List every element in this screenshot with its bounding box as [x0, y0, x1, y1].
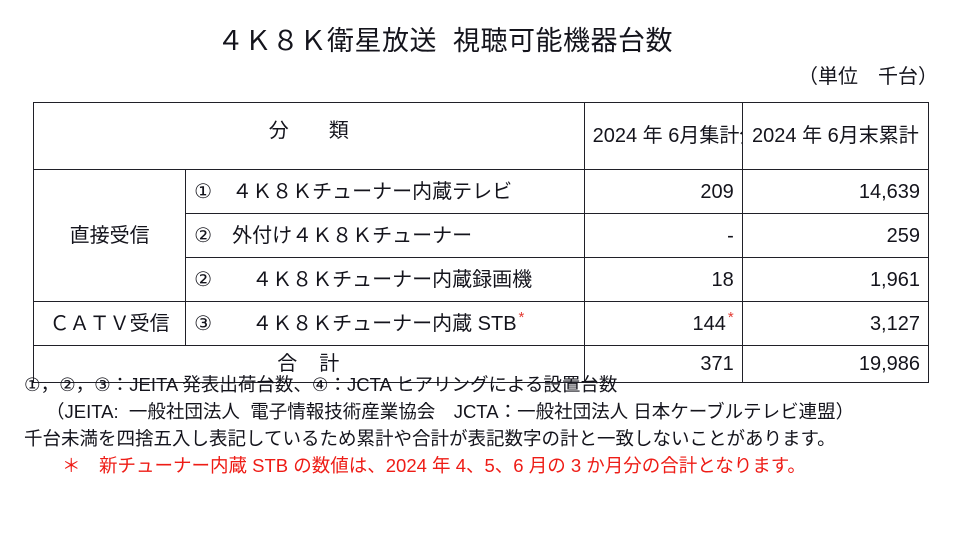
- table-header-row: 分 類 2024 年 6月集計分 2024 年 6月末累計: [33, 102, 930, 170]
- asterisk-marker-month-stb: *: [727, 308, 734, 326]
- item-label-builtin-stb-text: ③ ４Ｋ８Ｋチューナー内蔵 STB: [194, 312, 517, 335]
- unit-note: （単位 千台）: [798, 66, 938, 88]
- item-label-builtin-recorder: ② ４Ｋ８Ｋチューナー内蔵録画機: [185, 257, 585, 302]
- item-label-external-tuner: ② 外付け４Ｋ８Ｋチューナー: [185, 213, 585, 258]
- footnotes: ①，②，③：JEITA 発表出荷台数、④：JCTA ヒアリングによる設置台数 （…: [24, 371, 954, 479]
- group-label-direct-reception: 直接受信: [32, 169, 187, 302]
- footnote-rounding: 千台未満を四捨五入し表記しているため累計や合計が表記数字の計と一致しないことがあ…: [24, 428, 836, 449]
- asterisk-marker-stb: *: [518, 308, 525, 326]
- item-label-builtin-tv: ① ４Ｋ８Ｋチューナー内蔵テレビ: [185, 169, 585, 214]
- value-month-builtin-stb: 144 *: [583, 301, 743, 346]
- table-row: ＣＡＴＶ受信 ③ ４Ｋ８Ｋチューナー内蔵 STB * 144 * 3,127: [32, 301, 930, 346]
- value-cumulative-external-tuner: 259: [741, 213, 930, 258]
- device-count-table: 分 類 2024 年 6月集計分 2024 年 6月末累計 直接受信 ① ４Ｋ８…: [32, 102, 930, 383]
- table-row: ② 外付け４Ｋ８Ｋチューナー - 259: [34, 213, 930, 258]
- value-cumulative-builtin-tv: 14,639: [741, 169, 930, 214]
- footnote-stb-asterisk: ＊ 新チューナー内蔵 STB の数値は、2024 年 4、5、6 月の 3 か月…: [62, 455, 806, 476]
- header-classification-label: 分 類: [268, 120, 349, 142]
- value-month-total: 371: [583, 345, 743, 383]
- value-month-builtin-recorder: 18: [583, 257, 743, 302]
- page-title: ４Ｋ８Ｋ衛星放送 視聴可能機器台数: [216, 26, 673, 56]
- header-cumulative-column: 2024 年 6月末累計: [741, 102, 930, 170]
- value-cumulative-builtin-stb: 3,127: [741, 301, 930, 346]
- table-row: 直接受信 ① ４Ｋ８Ｋチューナー内蔵テレビ 209 14,639: [32, 169, 930, 302]
- footnote-organizations: （JEITA: 一般社団法人 電子情報技術産業協会 JCTA：一般社団法人 日本…: [46, 401, 855, 422]
- value-month-builtin-stb-text: 144: [692, 312, 726, 335]
- header-classification: 分 類: [33, 102, 585, 170]
- value-cumulative-total: 19,986: [741, 345, 930, 383]
- value-month-builtin-tv: 209: [583, 169, 743, 214]
- item-label-builtin-stb: ③ ４Ｋ８Ｋチューナー内蔵 STB *: [185, 301, 585, 346]
- group-label-catv-reception: ＣＡＴＶ受信: [32, 301, 187, 346]
- value-month-external-tuner: -: [583, 213, 743, 258]
- total-label: 合 計: [33, 345, 585, 383]
- table-total-row: 合 計 371 19,986: [33, 345, 930, 383]
- footnote-sources: ①，②，③：JEITA 発表出荷台数、④：JCTA ヒアリングによる設置台数: [24, 374, 618, 395]
- header-month-column: 2024 年 6月集計分: [583, 102, 743, 170]
- value-cumulative-builtin-recorder: 1,961: [741, 257, 930, 302]
